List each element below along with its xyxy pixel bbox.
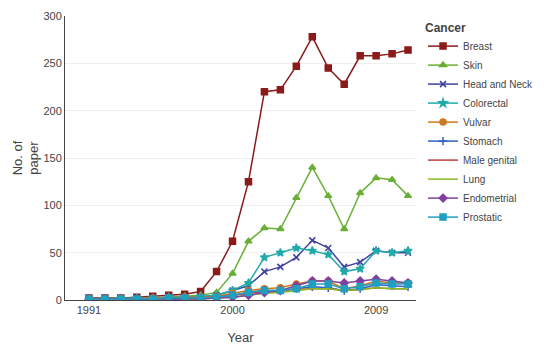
svg-text:Cancer: Cancer (425, 21, 466, 35)
svg-text:Head and Neck: Head and Neck (463, 79, 533, 90)
svg-text:Vulvar: Vulvar (463, 117, 492, 128)
svg-text:Year: Year (227, 330, 254, 345)
svg-text:100: 100 (43, 199, 61, 211)
svg-text:Male genital: Male genital (463, 155, 517, 166)
svg-text:2000: 2000 (220, 304, 244, 316)
svg-text:50: 50 (50, 247, 62, 259)
svg-text:No. ofpaper: No. ofpaper (10, 140, 42, 175)
svg-text:150: 150 (43, 152, 61, 164)
svg-text:Endometrial: Endometrial (463, 193, 516, 204)
svg-text:200: 200 (43, 105, 61, 117)
svg-text:Breast: Breast (463, 41, 492, 52)
svg-text:300: 300 (43, 10, 61, 22)
svg-text:Prostatic: Prostatic (463, 212, 502, 223)
svg-text:1991: 1991 (77, 304, 101, 316)
svg-text:0: 0 (56, 294, 62, 306)
svg-text:Lung: Lung (463, 174, 485, 185)
svg-text:Colorectal: Colorectal (463, 98, 508, 109)
svg-text:250: 250 (43, 57, 61, 69)
svg-text:Skin: Skin (463, 60, 482, 71)
svg-text:2009: 2009 (364, 304, 388, 316)
svg-text:Stomach: Stomach (463, 136, 502, 147)
